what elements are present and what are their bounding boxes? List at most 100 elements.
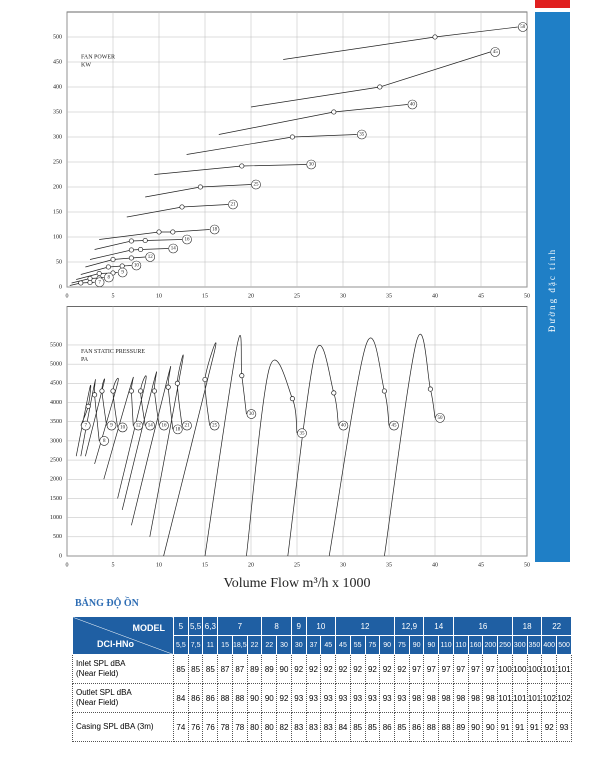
value-cell: 98 [482,683,499,713]
model-label: MODEL [132,623,166,633]
y-tick-label: 4500 [50,381,62,387]
value-cell: 78 [231,712,248,742]
curve-label: 40 [341,424,347,429]
model-cell: 10 [305,616,337,636]
header-row: 5,5 7,5 11 15 18,5 22 22 30 30 37 45 45 55 75 90 75 90 90… [73,635,572,655]
value-cell: 98 [438,683,454,713]
curve-marker [128,388,134,394]
side-tab [535,12,570,562]
fan-curve [94,378,119,465]
curve-label: 9 [110,424,113,429]
x-tick-label: 35 [386,293,392,299]
value-cell: 83 [290,712,307,742]
annotation: KW [81,62,91,68]
motor-cell: 300 [511,635,528,655]
data-row: Outlet SPL dBA (Near Field) 84 86 86 88 88 90 90… [72,683,572,713]
annotation: FAN STATIC PRESSURE [81,349,145,355]
curve-marker [156,229,162,235]
value-cell: 98 [408,683,425,713]
curve-label: 16 [185,238,191,243]
curve-marker [78,280,84,286]
curve-label: 30 [309,163,315,168]
model-cell: 12 [335,616,396,636]
value-cell: 89 [261,654,278,684]
value-cell: 102 [541,683,558,713]
model-cell: 18 [511,616,543,636]
curve-label: 50 [438,416,444,421]
value-cell: 93 [305,683,322,713]
x-tick-label: 50 [524,562,530,568]
curve-label-ring [131,260,142,271]
value-cell: 92 [335,654,351,684]
fan-curve [250,51,491,108]
curve-label-ring [173,424,183,435]
model-cell: 6,3 [202,616,219,636]
value-cell: 97 [452,654,469,684]
fan-curve [80,265,132,275]
fan-curve [149,354,184,537]
motor-cell: 45 [320,635,337,655]
curve-label-ring [133,420,144,431]
motor-cell: 7,5 [187,635,204,655]
value-cell: 97 [423,654,440,684]
curve-marker [128,255,134,261]
value-cell: 88 [438,712,454,742]
curve-marker [202,376,208,383]
curve-marker [427,386,433,392]
fan-curve [85,256,146,268]
value-cell: 100 [511,654,528,684]
value-cell: 93 [556,712,572,742]
x-tick-label: 30 [340,293,346,299]
motor-cell: 110 [452,635,469,655]
curve-marker [138,246,144,253]
value-cell: 80 [261,712,278,742]
curve-label: 35 [359,133,365,138]
curve-label-ring [407,99,418,110]
value-cell: 98 [467,683,484,713]
y-tick-label: 250 [53,159,62,165]
curve-label: 25 [212,424,218,429]
motor-cell: 90 [423,635,440,655]
curve-label: 14 [148,424,154,429]
curve-marker [142,237,148,244]
fan-curve [186,134,357,155]
value-cell: 92 [541,712,558,742]
y-tick-label: 200 [53,184,62,190]
curve-marker [110,388,116,394]
y-tick-label: 0 [59,553,62,559]
x-tick-label: 50 [524,293,530,299]
noise-table: MODEL DCI-HNo 5 5,5 6,3 7 8 9 10 12 12,9 14 16 18 22 5,… [72,616,572,742]
value-cell: 92 [320,654,337,684]
value-cell: 92 [305,654,322,684]
x-tick-label: 25 [294,562,300,568]
motor-cell: 30 [290,635,307,655]
curve-label-ring [117,422,128,433]
value-cell: 102 [556,683,572,713]
model-cell: 5,5 [187,616,204,636]
value-cell: 85 [173,654,189,684]
motor-cell: 250 [497,635,513,655]
x-tick-label: 25 [294,293,300,299]
fan-curve [85,378,107,457]
value-cell: 92 [364,654,381,684]
value-cell: 91 [497,712,513,742]
curve-marker [432,34,438,40]
fan-curve [121,371,160,511]
curve-marker [87,279,93,286]
fan-curve [94,239,183,250]
y-tick-label: 300 [53,134,62,140]
curve-label: 45 [493,50,499,55]
motor-cell: 30 [276,635,292,655]
fan-curve [89,248,169,260]
x-tick-label: 10 [156,562,162,568]
curve-label-ring [209,224,220,235]
fan-curve [218,104,408,135]
y-tick-label: 4000 [50,400,62,406]
value-cell: 98 [423,683,440,713]
value-cell: 97 [467,654,484,684]
curve-label: 50 [520,25,526,30]
y-tick-label: 350 [53,109,62,115]
curve-label: 21 [185,424,191,429]
curve-label: 21 [231,203,237,208]
